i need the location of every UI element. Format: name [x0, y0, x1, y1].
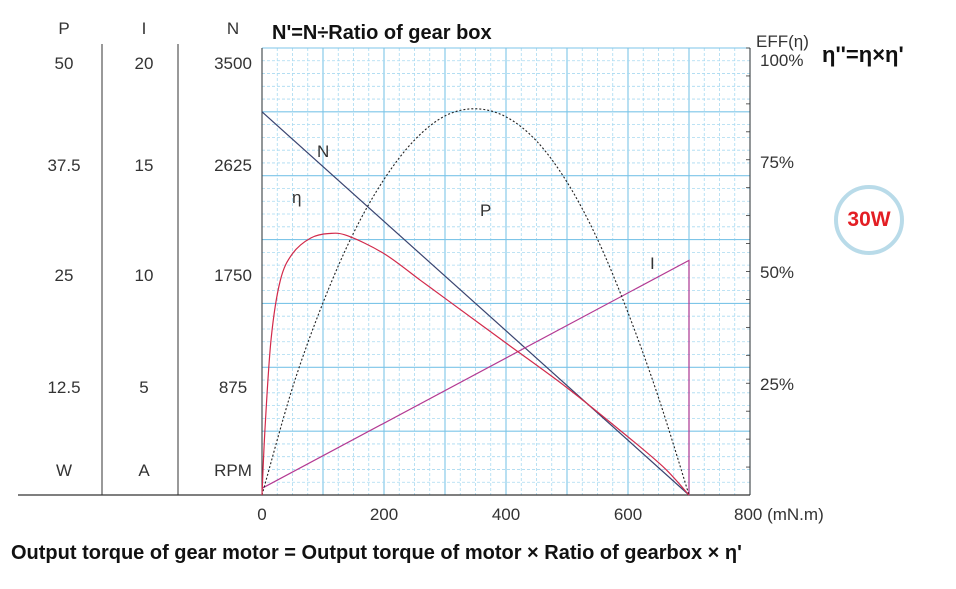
series-label-P: P [480, 201, 491, 220]
x-tick-label: 800 (mN.m) [734, 505, 824, 524]
x-tick-label: 600 [614, 505, 642, 524]
eff-tick-label: 25% [760, 375, 794, 394]
eff-tick-label: 50% [760, 263, 794, 282]
left-tick-label-N: 3500 [214, 54, 252, 73]
left-tick-label-P: 50 [55, 54, 74, 73]
n-axis-header: N [227, 19, 239, 38]
series-label-N: N [317, 142, 329, 161]
x-tick-label: 400 [492, 505, 520, 524]
series-label-I: I [650, 254, 655, 273]
left-tick-label-P: 12.5 [47, 378, 80, 397]
i-axis-unit: A [138, 461, 150, 480]
p-axis-header: P [58, 19, 69, 38]
left-tick-label-P: 25 [55, 266, 74, 285]
eff-tick-label: 75% [760, 153, 794, 172]
left-tick-label-I: 15 [135, 156, 154, 175]
series-labels: N I Pη [292, 142, 655, 273]
eff-tick-label: 100% [760, 51, 803, 70]
x-tick-label: 0 [257, 505, 266, 524]
i-axis-header: I [142, 19, 147, 38]
chart-title: N'=N÷Ratio of gear box [272, 22, 492, 44]
series-η-line [261, 232, 690, 496]
series-P-line [261, 108, 690, 496]
series-N-line [261, 111, 690, 496]
power-rating-badge: 30W [834, 185, 904, 255]
series-label-η: η [292, 188, 301, 207]
left-tick-label-I: 20 [135, 54, 154, 73]
chart-series [261, 108, 690, 496]
eff-formula: η''=η×η' [822, 42, 904, 67]
left-tick-label-N: 2625 [214, 156, 252, 175]
series-I-line [261, 259, 690, 495]
left-tick-label-I: 10 [135, 266, 154, 285]
eff-axis-header: EFF(η) [756, 32, 809, 51]
tick-labels: 50 37.5 25 12.5 20 15 10 5 3500 2625 1750 875 100% 75… [47, 51, 823, 524]
left-tick-label-P: 37.5 [47, 156, 80, 175]
chart-grid [261, 47, 751, 496]
output-torque-formula: Output torque of gear motor = Output tor… [11, 542, 742, 564]
left-tick-label-I: 5 [139, 378, 148, 397]
left-tick-label-N: 875 [219, 378, 247, 397]
x-tick-label: 200 [370, 505, 398, 524]
p-axis-unit: W [56, 461, 72, 480]
left-tick-label-N: 1750 [214, 266, 252, 285]
n-axis-unit: RPM [214, 461, 252, 480]
